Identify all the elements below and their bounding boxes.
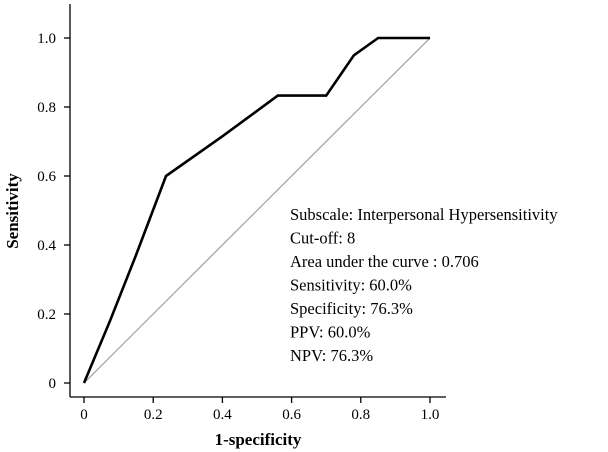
annotation-line: Specificity: 76.3%: [290, 299, 413, 318]
x-axis-title: 1-specificity: [215, 430, 302, 449]
series-layer: [82, 36, 431, 384]
x-tick-label: 0: [80, 407, 88, 423]
y-tick-label: 1.0: [37, 31, 56, 47]
tick-labels-layer: 0 0.2 0.4 0.6 0.8 1.0 0 0.2 0.4 0.6 0.8 1.0: [37, 31, 439, 423]
annotation-line: Cut-off: 8: [290, 229, 355, 248]
annotation-line: Subscale: Interpersonal Hypersensitivity: [290, 205, 558, 224]
x-tick-label: 0.2: [144, 407, 163, 423]
y-tick-label: 0: [49, 376, 57, 392]
annotation-line: Sensitivity: 60.0%: [290, 276, 412, 295]
roc-curve-line: [82, 36, 430, 384]
y-tick-label: 0.4: [37, 238, 56, 254]
axes-layer: [64, 4, 446, 403]
y-tick-label: 0.2: [37, 307, 56, 323]
annotation-line: PPV: 60.0%: [290, 323, 371, 342]
y-tick-label: 0.8: [37, 100, 56, 116]
reference-diagonal-line: [83, 37, 431, 384]
annotation-line: Area under the curve : 0.706: [290, 252, 479, 271]
x-tick-label: 0.6: [282, 407, 301, 423]
x-tick-label: 0.4: [213, 407, 232, 423]
y-axis-title: Sensitivity: [3, 173, 22, 249]
annotation-line: NPV: 76.3%: [290, 346, 373, 365]
stats-annotation: Subscale: Interpersonal Hypersensitivity…: [290, 205, 558, 365]
x-tick-label: 0.8: [351, 407, 370, 423]
y-tick-label: 0.6: [37, 169, 56, 185]
x-tick-label: 1.0: [421, 407, 440, 423]
